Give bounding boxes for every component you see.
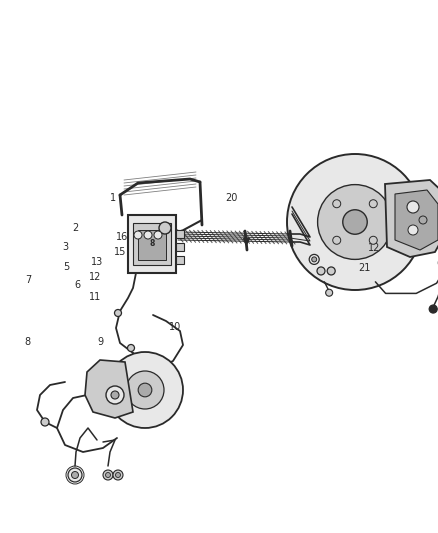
Circle shape (154, 231, 162, 239)
Text: 20: 20 (225, 193, 237, 203)
Circle shape (126, 371, 164, 409)
Text: 12: 12 (89, 272, 101, 282)
Text: 5: 5 (63, 262, 69, 272)
Text: 15: 15 (114, 247, 126, 257)
Circle shape (71, 472, 78, 479)
Bar (133, 223, 171, 265)
Text: 3: 3 (62, 242, 68, 252)
Text: 9: 9 (97, 337, 103, 347)
Circle shape (127, 344, 134, 351)
Circle shape (326, 289, 332, 296)
Circle shape (114, 310, 121, 317)
Text: 8: 8 (24, 337, 30, 347)
Circle shape (106, 472, 110, 478)
Circle shape (113, 470, 123, 480)
Circle shape (116, 472, 120, 478)
Circle shape (343, 210, 367, 234)
Circle shape (317, 267, 325, 275)
Bar (128, 215, 176, 273)
Circle shape (312, 257, 317, 262)
Text: 2: 2 (72, 223, 78, 233)
Circle shape (41, 418, 49, 426)
Polygon shape (85, 360, 133, 418)
Circle shape (309, 254, 319, 264)
Text: 12: 12 (368, 243, 380, 253)
Circle shape (407, 201, 419, 213)
Text: 10: 10 (169, 322, 181, 332)
Polygon shape (395, 190, 438, 250)
Text: 16: 16 (116, 232, 128, 242)
Bar (176, 243, 184, 251)
Bar (138, 230, 166, 260)
Text: 6: 6 (74, 280, 80, 290)
Circle shape (134, 231, 142, 239)
Circle shape (68, 468, 82, 482)
Text: 21: 21 (358, 263, 370, 273)
Text: 11: 11 (89, 292, 101, 302)
Circle shape (103, 470, 113, 480)
Circle shape (327, 267, 335, 275)
Circle shape (333, 236, 341, 244)
Text: 1: 1 (110, 193, 116, 203)
Circle shape (144, 231, 152, 239)
Circle shape (419, 216, 427, 224)
Bar (176, 256, 184, 264)
Circle shape (408, 225, 418, 235)
Text: 8: 8 (149, 239, 155, 248)
Circle shape (287, 154, 423, 290)
Circle shape (333, 200, 341, 208)
Circle shape (369, 236, 377, 244)
Circle shape (138, 383, 152, 397)
Bar (176, 230, 184, 238)
Polygon shape (385, 180, 438, 257)
Circle shape (318, 184, 392, 260)
Circle shape (106, 386, 124, 404)
Circle shape (107, 352, 183, 428)
Circle shape (159, 222, 171, 234)
Circle shape (111, 391, 119, 399)
Text: 7: 7 (25, 275, 31, 285)
Text: 13: 13 (91, 257, 103, 267)
Circle shape (429, 305, 437, 313)
Circle shape (369, 200, 377, 208)
